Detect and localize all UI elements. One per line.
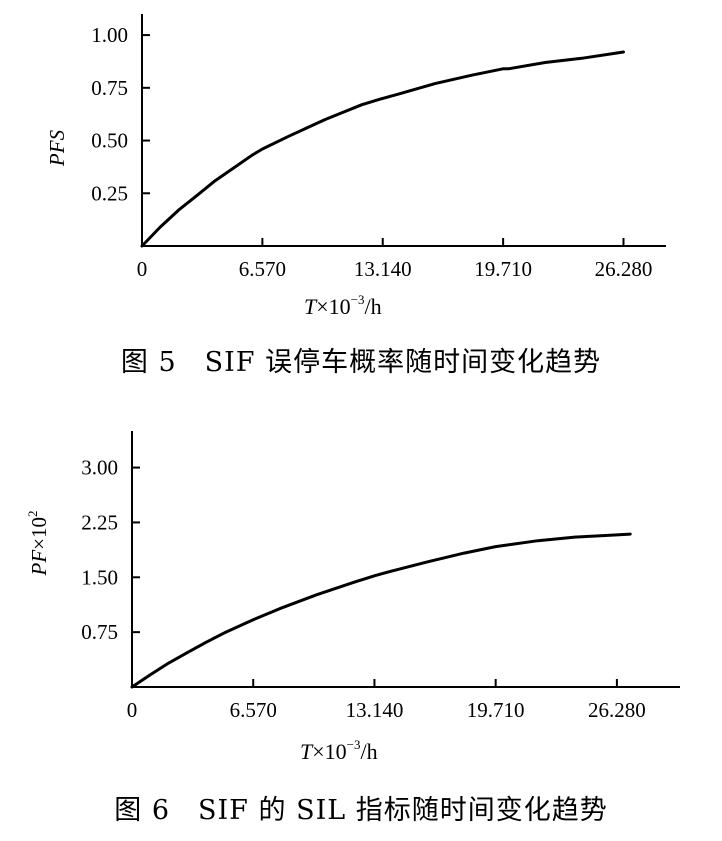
x-tick-label: 26.280	[595, 257, 653, 281]
y-axis-label: PFS	[45, 129, 69, 167]
x-tick-label: 13.140	[346, 698, 404, 722]
y-tick-label: 2.25	[81, 510, 118, 534]
y-tick-label: 1.50	[81, 565, 118, 589]
figure-caption: 图 5 SIF 误停车概率随时间变化趋势	[120, 347, 602, 378]
chart-pf: 0 6.570 13.140 19.710 26.280 0.75 1.50 2.25 3.00…	[25, 431, 680, 722]
x-axis-label: T×10−3/h	[304, 292, 382, 319]
figure-5: 0 6.570 13.140 19.710 26.280 0.25 0.50 0.75 1.00…	[0, 0, 722, 400]
series-line	[130, 532, 632, 689]
y-tick-label: 1.00	[91, 23, 128, 47]
x-tick-label: 13.140	[354, 257, 412, 281]
y-tick-label: 0.75	[81, 620, 118, 644]
x-tick-label: 19.710	[474, 257, 532, 281]
x-tick-label: 26.280	[588, 698, 646, 722]
x-tick-label: 6.570	[230, 698, 277, 722]
x-tick-label: 0	[137, 257, 148, 281]
chart-pfs: 0 6.570 13.140 19.710 26.280 0.25 0.50 0.75 1.00…	[45, 14, 666, 281]
y-tick-label: 3.00	[81, 456, 118, 480]
x-tick-label: 0	[127, 698, 138, 722]
y-tick-label: 0.75	[91, 76, 128, 100]
x-axis-label: T×10−3/h	[300, 737, 378, 764]
y-tick-label: 0.50	[91, 129, 128, 153]
x-tick-label: 6.570	[239, 257, 286, 281]
series-line	[140, 50, 625, 248]
y-axis-label: PF×102	[25, 511, 51, 577]
figure-caption: 图 6 SIF 的 SIL 指标随时间变化趋势	[114, 795, 608, 826]
y-tick-label: 0.25	[91, 181, 128, 205]
figure-6: 0 6.570 13.140 19.710 26.280 0.75 1.50 2.25 3.00…	[0, 415, 722, 841]
x-tick-label: 19.710	[467, 698, 525, 722]
